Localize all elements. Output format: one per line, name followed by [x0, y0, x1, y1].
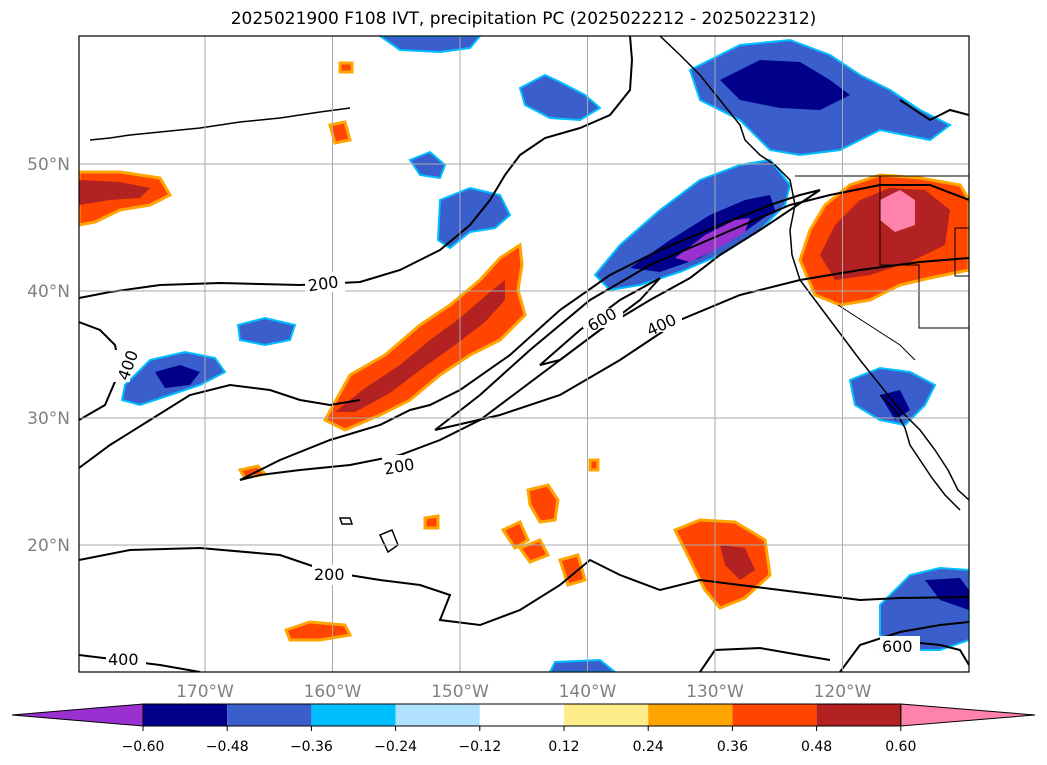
neg-anomaly-small: [236, 316, 297, 347]
colorbar-segment: [143, 704, 228, 726]
colorbar-tick-label: −0.60: [122, 739, 165, 755]
contour-label-200-c: 200: [314, 565, 345, 584]
colorbar-tick-label: −0.12: [458, 739, 501, 755]
neg-anomaly-mid: [436, 186, 512, 250]
colorbar-extend-high: [900, 703, 1036, 727]
colorbar-extend-low: [11, 703, 144, 727]
neg-anomaly-gulf: [518, 73, 602, 122]
contour-400-se: [839, 621, 969, 672]
colorbar-tick-label: 0.36: [717, 739, 748, 755]
neg-anomaly-west: [408, 150, 447, 180]
pos-anomaly-south: [672, 518, 772, 610]
map-frame: [78, 35, 970, 673]
contour-label-200-a: 200: [307, 272, 340, 295]
lat-tick-label: 30°N: [27, 409, 70, 429]
colorbar-tick-label: 0.48: [801, 739, 832, 755]
contour-label-200-b: 200: [383, 455, 416, 479]
colorbar-segment: [395, 704, 480, 726]
contour-400-ar: [434, 184, 969, 431]
longitude-labels: 170°W 160°W 150°W 140°W 130°W 120°W: [176, 682, 871, 702]
colorbar-tick-label: −0.24: [374, 739, 417, 755]
colorbar-tick-label: 0.24: [633, 739, 664, 755]
colorbar-tick-label: −0.48: [206, 739, 249, 755]
lon-tick-label: 170°W: [176, 682, 234, 702]
contour-400-sw: [79, 383, 361, 469]
colorbar-segment: [732, 704, 817, 726]
colorbar-segment: [648, 704, 733, 726]
contour-200-south: [79, 546, 969, 627]
contour-label-400-b: 400: [108, 650, 139, 669]
colorbar-ticks: −0.60 −0.48 −0.36 −0.24 −0.12 0.12 0.24 0.36 0.4…: [122, 726, 916, 755]
lon-tick-label: 150°W: [431, 682, 489, 702]
lon-tick-label: 130°W: [686, 682, 744, 702]
neg-anomaly-ar: [593, 158, 792, 292]
precip-field: [79, 36, 969, 672]
hawaii: [378, 529, 399, 554]
map-area: [79, 36, 969, 672]
colorbar-segment: [227, 704, 312, 726]
colorbar-outline: [142, 703, 902, 727]
colorbar: [11, 703, 1036, 727]
lat-tick-label: 20°N: [27, 536, 70, 556]
colorbar-segment: [479, 704, 564, 726]
colorbar-tick-label: 0.12: [548, 739, 579, 755]
lon-tick-label: 120°W: [814, 682, 872, 702]
contour-200-ar: [239, 189, 821, 481]
aleutians: [89, 107, 351, 141]
lon-tick-label: 160°W: [304, 682, 362, 702]
contour-200-north: [79, 36, 634, 299]
baja-coast: [879, 394, 961, 511]
lon-tick-label: 140°W: [559, 682, 617, 702]
lat-tick-label: 40°N: [27, 282, 70, 302]
contour-labels: 200 200 200 400 400 600 400 600: [106, 272, 920, 669]
coastlines: [89, 36, 969, 554]
lat-tick-label: 50°N: [27, 155, 70, 175]
north-america-coast: [659, 36, 969, 501]
latitude-labels: 20°N 30°N 40°N 50°N: [27, 155, 70, 556]
colorbar-segment: [311, 704, 396, 726]
map-title: 2025021900 F108 IVT, precipitation PC (2…: [230, 9, 817, 29]
contour-label-600-b: 600: [882, 637, 913, 656]
neg-anomaly-north: [378, 36, 482, 54]
colorbar-segment: [564, 704, 649, 726]
colorbar-segment: [816, 704, 901, 726]
colorbar-tick-label: −0.36: [290, 739, 333, 755]
colorbar-tick-label: 0.60: [885, 739, 916, 755]
